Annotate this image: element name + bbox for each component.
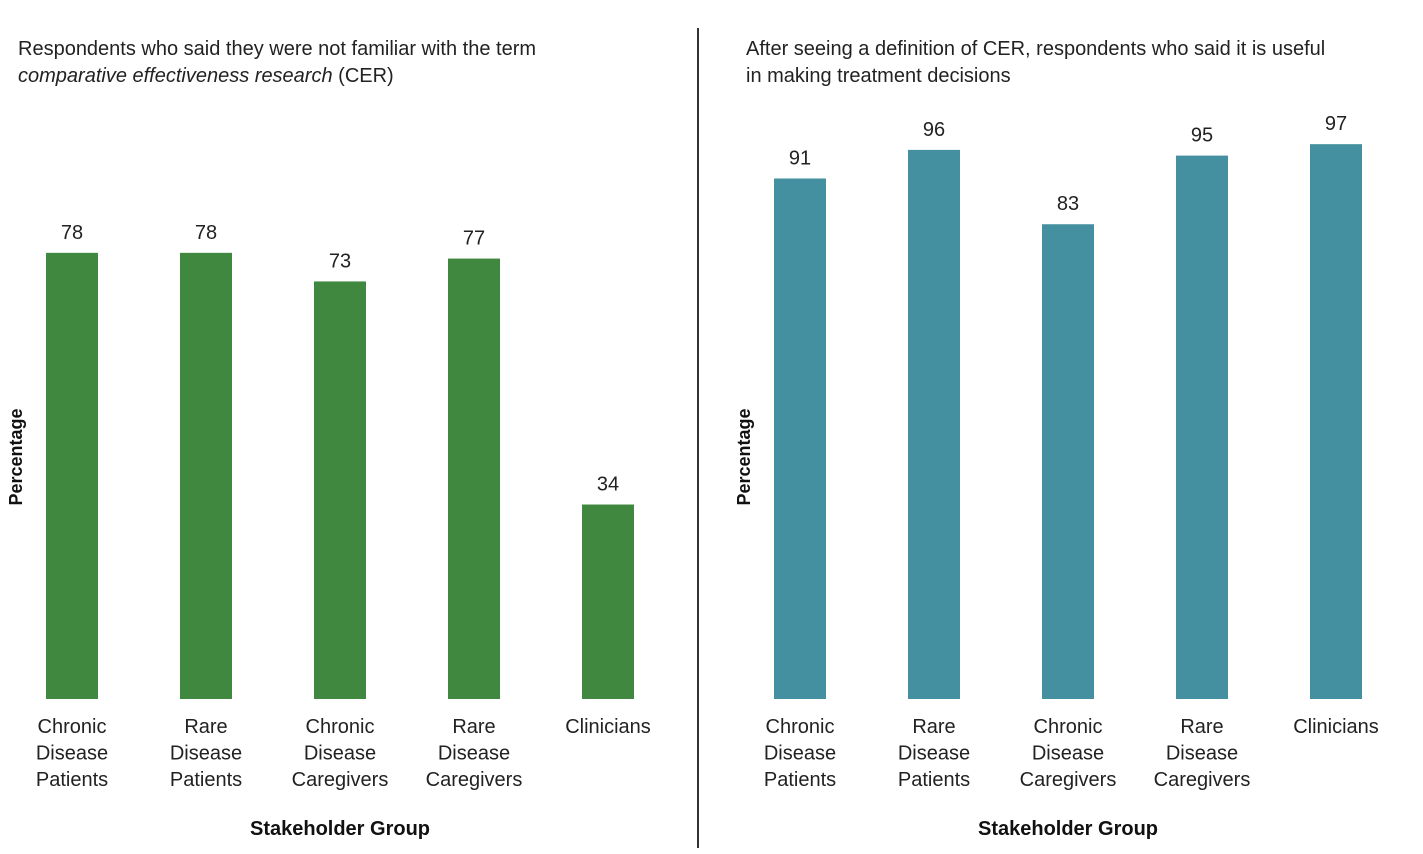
right-chart-title: After seeing a definition of CER, respon…: [746, 36, 1416, 90]
right-category-label: Chronic Disease Patients: [764, 716, 836, 791]
left-bar: [46, 252, 98, 699]
right-category-label-line: Chronic: [766, 716, 835, 738]
right-bar: [774, 178, 826, 700]
left-category-label-line: Rare: [184, 716, 227, 738]
left-bar: [582, 504, 634, 699]
right-category-label-line: Patients: [764, 769, 836, 791]
left-chart-title: Respondents who said they were not famil…: [18, 36, 688, 90]
right-category-label-line: Patients: [898, 769, 970, 791]
left-category-label: Rare Disease Patients: [170, 716, 242, 791]
left-category-label-line: Caregivers: [426, 769, 523, 791]
left-category-label: Chronic Disease Patients: [36, 716, 108, 791]
right-value-label: 83: [1057, 193, 1079, 215]
right-value-label: 95: [1191, 125, 1213, 147]
left-category-label-line: Rare: [452, 716, 495, 738]
left-category-label-line: Chronic: [306, 716, 375, 738]
left-category-label: Chronic Disease Caregivers: [292, 716, 389, 791]
left-bar: [180, 252, 232, 699]
right-category-label-line: Rare: [912, 716, 955, 738]
right-category-label-line: Chronic: [1034, 716, 1103, 738]
right-bar: [1176, 155, 1228, 700]
panel-divider: [697, 28, 699, 848]
left-x-axis-label: Stakeholder Group: [250, 818, 430, 840]
left-category-label-line: Disease: [304, 743, 376, 765]
left-category-label-line: Disease: [36, 743, 108, 765]
right-bar: [908, 149, 960, 699]
right-title-line1: After seeing a definition of CER, respon…: [746, 38, 1326, 60]
left-category-label-line: Chronic: [38, 716, 107, 738]
left-category-label-line: Caregivers: [292, 769, 389, 791]
left-value-label: 78: [61, 222, 83, 244]
left-category-label-line: Clinicians: [565, 716, 651, 738]
right-value-label: 91: [789, 147, 811, 169]
left-category-label-line: Disease: [438, 743, 510, 765]
right-value-label: 97: [1325, 113, 1347, 135]
right-title-line2: in making treatment decisions: [746, 65, 1011, 87]
right-category-label: Clinicians: [1293, 716, 1379, 738]
left-title-line1: Respondents who said they were not famil…: [18, 38, 537, 60]
right-category-label-line: Caregivers: [1020, 769, 1117, 791]
right-value-label: 96: [923, 119, 945, 141]
left-value-label: 78: [195, 222, 217, 244]
left-title-term: comparative effectiveness research: [18, 65, 333, 87]
right-category-label-line: Disease: [1166, 743, 1238, 765]
right-category-label-line: Disease: [898, 743, 970, 765]
left-category-label-line: Disease: [170, 743, 242, 765]
left-y-axis-label: Percentage: [6, 408, 26, 505]
left-value-label: 34: [597, 474, 619, 496]
left-category-label: Clinicians: [565, 716, 651, 738]
right-x-axis-label: Stakeholder Group: [978, 818, 1158, 840]
right-category-label-line: Clinicians: [1293, 716, 1379, 738]
right-category-label-line: Disease: [1032, 743, 1104, 765]
right-category-label-line: Rare: [1180, 716, 1223, 738]
right-category-label: Chronic Disease Caregivers: [1020, 716, 1117, 791]
left-category-label-line: Patients: [170, 769, 242, 791]
left-bar: [314, 281, 366, 699]
right-category-label: Rare Disease Caregivers: [1154, 716, 1251, 791]
right-category-label: Rare Disease Patients: [898, 716, 970, 791]
right-category-label-line: Disease: [764, 743, 836, 765]
left-value-label: 77: [463, 228, 485, 250]
right-category-label-line: Caregivers: [1154, 769, 1251, 791]
left-value-label: 73: [329, 250, 351, 272]
right-y-axis-label: Percentage: [734, 408, 754, 505]
right-bar: [1042, 224, 1094, 700]
left-category-label: Rare Disease Caregivers: [426, 716, 523, 791]
left-bar: [448, 258, 500, 699]
left-category-label-line: Patients: [36, 769, 108, 791]
left-title-abbr: (CER): [338, 65, 394, 87]
right-bar: [1310, 144, 1362, 699]
